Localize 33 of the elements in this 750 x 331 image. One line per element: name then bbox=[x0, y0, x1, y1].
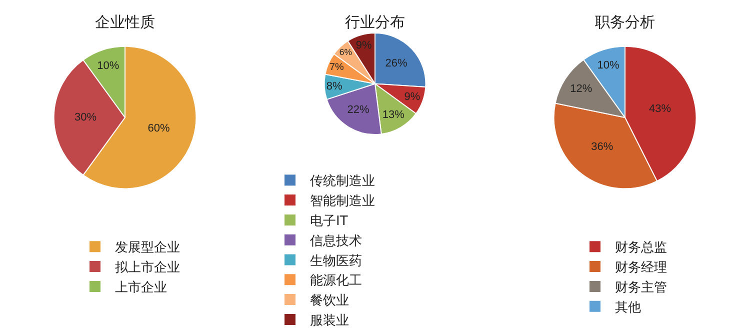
legend-label: 上市企业 bbox=[115, 280, 167, 296]
data-label: 9% bbox=[356, 40, 372, 52]
legend-label: 财务总监 bbox=[615, 240, 667, 256]
data-label: 22% bbox=[347, 104, 370, 116]
legend-label: 能源化工 bbox=[310, 274, 362, 289]
data-label: 12% bbox=[570, 83, 592, 96]
chart-title: 企业性质 bbox=[95, 13, 155, 32]
data-label: 13% bbox=[382, 109, 405, 122]
legend-label: 生物医药 bbox=[310, 254, 362, 269]
data-label: 26% bbox=[385, 58, 408, 70]
data-label: 7% bbox=[329, 62, 344, 73]
legend-label: 智能制造业 bbox=[310, 194, 375, 210]
legend-label: 发展型企业 bbox=[115, 240, 180, 256]
data-label: 10% bbox=[97, 60, 120, 72]
legend-label: 电子IT bbox=[310, 214, 348, 230]
legend-label: 传统制造业 bbox=[310, 174, 375, 190]
data-label: 30% bbox=[74, 112, 97, 124]
legend-label: 服装业 bbox=[310, 314, 349, 329]
legend-label: 财务经理 bbox=[615, 260, 667, 276]
data-label: 6% bbox=[339, 47, 352, 58]
data-label: 8% bbox=[326, 80, 343, 92]
legend-label: 拟上市企业 bbox=[115, 260, 180, 276]
data-label: 43% bbox=[648, 103, 672, 116]
chart-title: 职务分析 bbox=[595, 13, 655, 32]
data-label: 36% bbox=[591, 141, 614, 154]
legend-label: 信息技术 bbox=[310, 234, 362, 249]
legend-label: 餐饮业 bbox=[310, 294, 349, 309]
legend-label: 财务主管 bbox=[615, 280, 667, 296]
legend-label: 其他 bbox=[615, 300, 641, 316]
data-label: 10% bbox=[597, 60, 620, 72]
data-label: 60% bbox=[148, 122, 170, 134]
data-label: 9% bbox=[404, 91, 420, 104]
chart-title: 行业分布 bbox=[345, 13, 405, 32]
